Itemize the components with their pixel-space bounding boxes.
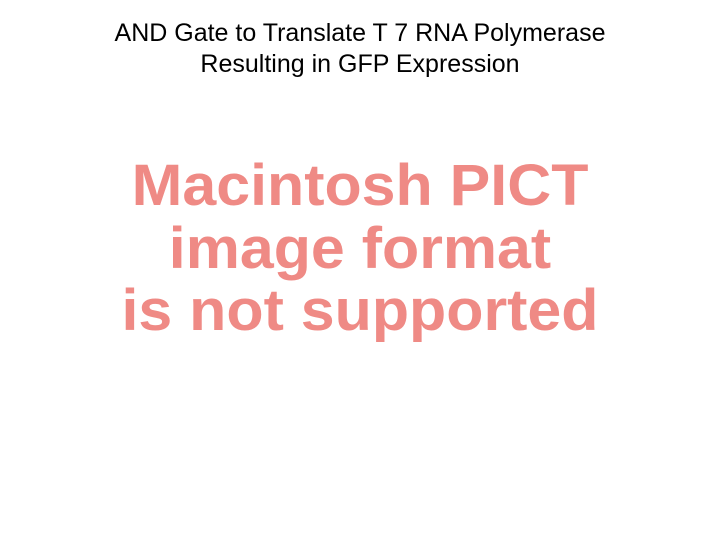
pict-error-block: Macintosh PICT image format is not suppo… [0,155,720,343]
slide-title-line2: Resulting in GFP Expression [0,49,720,80]
pict-error-line2: image format [0,218,720,281]
pict-error-line3: is not supported [0,280,720,343]
slide-title-block: AND Gate to Translate T 7 RNA Polymerase… [0,18,720,81]
slide-title-line1: AND Gate to Translate T 7 RNA Polymerase [0,18,720,49]
pict-error-line1: Macintosh PICT [0,155,720,218]
